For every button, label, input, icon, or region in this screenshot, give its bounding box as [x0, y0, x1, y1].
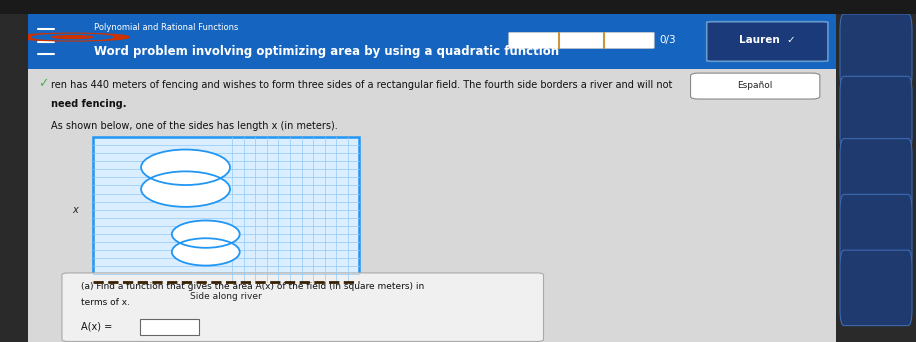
Text: x: x: [72, 205, 78, 214]
FancyBboxPatch shape: [707, 22, 828, 61]
FancyBboxPatch shape: [840, 14, 912, 90]
Ellipse shape: [141, 171, 230, 207]
Text: terms of x.: terms of x.: [81, 298, 129, 307]
FancyBboxPatch shape: [840, 194, 912, 270]
Text: Lauren  ✓: Lauren ✓: [739, 36, 796, 45]
Text: As shown below, one of the sides has length x (in meters).: As shown below, one of the sides has len…: [50, 121, 337, 131]
Ellipse shape: [172, 221, 240, 248]
Text: Polynomial and Rational Functions: Polynomial and Rational Functions: [94, 23, 239, 32]
Text: need fencing.: need fencing.: [50, 100, 126, 109]
FancyBboxPatch shape: [691, 73, 820, 99]
FancyBboxPatch shape: [139, 319, 200, 335]
Circle shape: [52, 36, 93, 39]
Text: ✓: ✓: [38, 78, 49, 91]
Circle shape: [32, 34, 113, 40]
Text: (a) Find a function that gives the area A̅(x) of the field (in square meters) in: (a) Find a function that gives the area …: [81, 282, 424, 291]
FancyBboxPatch shape: [508, 32, 654, 48]
Text: Español: Español: [737, 81, 773, 90]
Text: Word problem involving optimizing area by using a quadratic function: Word problem involving optimizing area b…: [94, 45, 560, 58]
Ellipse shape: [141, 149, 230, 185]
Text: A(x) =: A(x) =: [81, 322, 112, 332]
FancyBboxPatch shape: [840, 139, 912, 214]
FancyBboxPatch shape: [840, 250, 912, 326]
Text: Side along river: Side along river: [191, 292, 262, 301]
Circle shape: [16, 33, 129, 41]
Bar: [93, 137, 359, 282]
Text: ren has 440 meters of fencing and wishes to form three sides of a rectangular fi: ren has 440 meters of fencing and wishes…: [50, 80, 672, 90]
Text: 0/3: 0/3: [660, 36, 677, 45]
Ellipse shape: [172, 238, 240, 265]
FancyBboxPatch shape: [840, 76, 912, 152]
FancyBboxPatch shape: [62, 273, 543, 341]
